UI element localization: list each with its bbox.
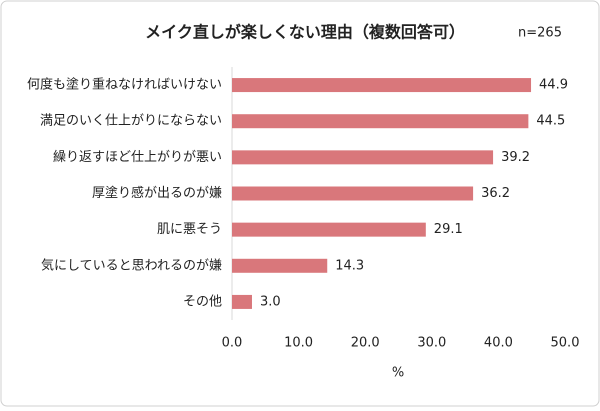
value-label: 39.2 bbox=[501, 150, 530, 165]
bar bbox=[232, 258, 328, 273]
value-label: 44.9 bbox=[539, 78, 568, 93]
x-tick-label: 10.0 bbox=[284, 336, 313, 351]
y-tick-label: 何度も塗り重ねなければいけない bbox=[27, 77, 222, 93]
y-tick-label: 厚塗り感が出るのが嫌 bbox=[92, 185, 222, 201]
bar bbox=[232, 78, 532, 93]
x-tick-label: 20.0 bbox=[351, 336, 380, 351]
x-tick-label: 50.0 bbox=[551, 336, 580, 351]
y-tick-label: その他 bbox=[183, 294, 222, 309]
y-tick-label: 繰り返すほど仕上がりが悪い bbox=[53, 150, 222, 165]
x-tick-label: 40.0 bbox=[484, 336, 513, 351]
value-label: 44.5 bbox=[536, 114, 565, 129]
y-tick-label: 気にしていると思われるのが嫌 bbox=[41, 257, 222, 273]
x-tick-label: 0.0 bbox=[222, 336, 243, 351]
chart-title: メイク直しが楽しくない理由（複数回答可） bbox=[145, 23, 465, 42]
value-label: 3.0 bbox=[260, 294, 281, 309]
value-label: 14.3 bbox=[335, 258, 364, 273]
value-label: 29.1 bbox=[434, 222, 463, 237]
x-tick-label: 30.0 bbox=[417, 336, 446, 351]
bar bbox=[232, 222, 426, 237]
annotation: n=265 bbox=[518, 26, 562, 41]
y-tick-label: 満足のいく仕上がりにならない bbox=[40, 114, 222, 129]
y-tick-label: 肌に悪そう bbox=[157, 222, 222, 237]
bar bbox=[232, 150, 494, 165]
value-label: 36.2 bbox=[481, 186, 510, 201]
bar bbox=[232, 294, 252, 309]
x-axis-label: % bbox=[392, 366, 404, 381]
bar bbox=[232, 114, 529, 129]
bar bbox=[232, 186, 474, 201]
